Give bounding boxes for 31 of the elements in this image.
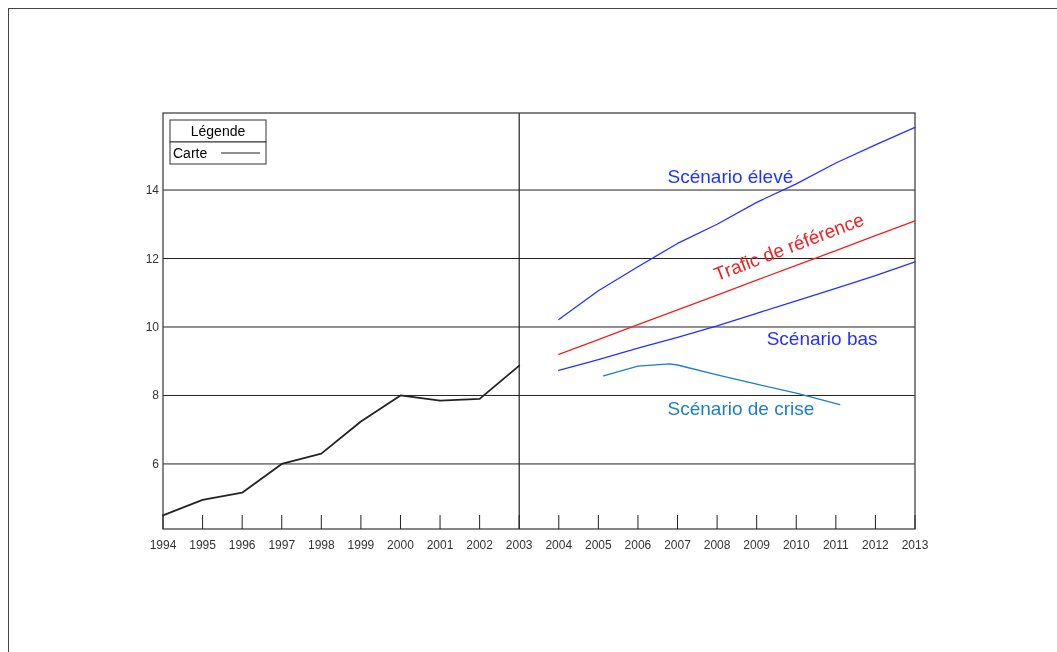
- x-tick-label: 2004: [545, 538, 573, 552]
- x-tick-label: 2013: [901, 538, 929, 552]
- legend-title: Légende: [190, 123, 246, 139]
- x-tick-label: 2011: [822, 538, 850, 552]
- x-tick-label: 2012: [862, 538, 890, 552]
- series-label: Scénario élevé: [667, 166, 794, 188]
- x-tick-label: 2003: [505, 538, 533, 552]
- x-tick-label: 2000: [387, 538, 415, 552]
- y-tick-label: 14: [145, 183, 160, 198]
- series-label: Scénario de crise: [667, 398, 815, 419]
- x-tick-label: 2009: [743, 538, 771, 552]
- y-tick-label: 8: [152, 388, 160, 403]
- x-tick-label: 1994: [149, 538, 177, 552]
- x-tick-label: 2001: [426, 538, 454, 552]
- y-tick-label: 10: [145, 319, 160, 334]
- x-tick-label: 1996: [228, 538, 256, 552]
- x-tick-label: 1997: [268, 538, 296, 552]
- x-tick-label: 1998: [307, 538, 335, 552]
- y-tick-label: 6: [152, 456, 160, 471]
- x-tick-label: 2006: [624, 538, 652, 552]
- x-tick-label: 2005: [585, 538, 613, 552]
- y-tick-label: 12: [145, 251, 160, 266]
- x-tick-label: 2010: [782, 538, 810, 552]
- x-tick-label: 2007: [664, 538, 692, 552]
- series-label: Scénario bas: [766, 328, 878, 350]
- legend-label: Carte: [173, 145, 208, 161]
- x-tick-label: 1995: [189, 538, 217, 552]
- x-tick-label: 2008: [703, 538, 731, 552]
- x-tick-label: 2002: [466, 538, 494, 552]
- line-series: [558, 126, 916, 321]
- x-tick-label: 1999: [347, 538, 375, 552]
